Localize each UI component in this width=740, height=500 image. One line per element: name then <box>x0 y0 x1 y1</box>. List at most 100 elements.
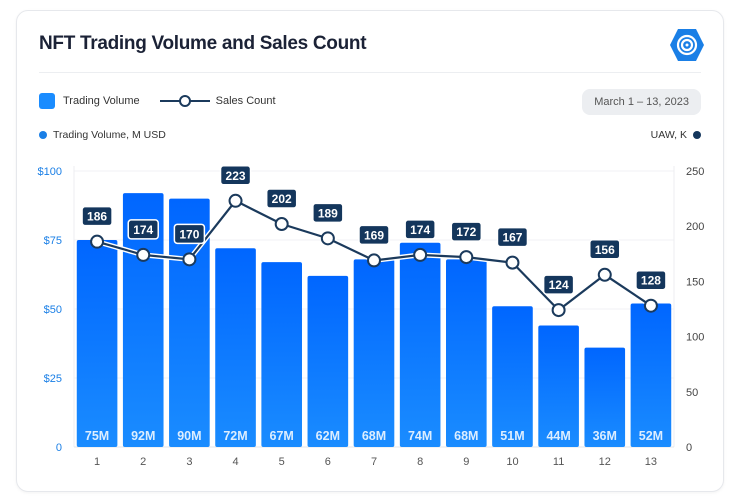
bar-value-label: 51M <box>500 429 524 443</box>
sales-value-label: 128 <box>641 274 661 288</box>
bar <box>492 306 533 447</box>
bar-value-label: 52M <box>639 429 663 443</box>
sales-point <box>182 252 197 267</box>
right-tick-label: 250 <box>686 166 704 178</box>
x-tick-label: 3 <box>186 456 192 468</box>
sales-point <box>367 253 381 268</box>
right-axis-title-text: UAW, K <box>650 129 687 141</box>
sales-point <box>90 234 105 249</box>
sales-point <box>643 298 658 313</box>
sales-label-bg <box>496 226 529 248</box>
legend-line-label: Sales Count <box>215 95 276 107</box>
left-tick-label: 0 <box>56 442 62 454</box>
bar-value-label: 92M <box>131 429 155 443</box>
left-tick-label: $75 <box>44 235 62 247</box>
sales-value-label: 156 <box>595 243 615 257</box>
legend-bar-label: Trading Volume <box>63 95 140 107</box>
sales-label-bg <box>358 224 390 246</box>
x-tick-label: 2 <box>140 456 146 468</box>
sales-point <box>459 250 474 265</box>
sales-value-label: 174 <box>133 223 153 237</box>
sales-label-bg <box>312 202 344 224</box>
sales-label-bg <box>219 165 252 186</box>
x-tick-label: 8 <box>417 456 423 468</box>
sales-value-label: 167 <box>502 231 522 245</box>
sales-value-label: 124 <box>549 278 569 292</box>
divider <box>39 72 701 73</box>
sales-label-bg <box>81 205 113 227</box>
sales-value-label: 170 <box>179 227 199 241</box>
sales-label-bg <box>589 239 621 260</box>
bar <box>215 248 256 447</box>
date-range-button[interactable]: March 1 – 13, 2023 <box>582 89 701 115</box>
left-tick-label: $25 <box>44 373 62 385</box>
bar-value-label: 62M <box>316 429 340 443</box>
sales-value-label: 223 <box>226 169 246 183</box>
right-tick-label: 100 <box>686 332 704 344</box>
legend: Trading Volume Sales Count <box>39 93 276 109</box>
x-tick-label: 11 <box>553 456 564 468</box>
bar <box>538 325 579 447</box>
bar-value-label: 74M <box>408 429 432 443</box>
sales-value-label: 186 <box>87 210 107 224</box>
sales-point <box>320 231 335 246</box>
left-axis-title-text: Trading Volume, M USD <box>53 129 166 141</box>
sales-label-bg <box>635 269 667 291</box>
left-tick-label: $100 <box>38 166 62 178</box>
bar-value-label: 75M <box>85 429 109 443</box>
sales-label-bg <box>127 219 159 240</box>
bar-value-label: 72M <box>223 429 247 443</box>
x-tick-label: 13 <box>645 456 657 468</box>
left-axis-title: Trading Volume, M USD <box>39 129 166 141</box>
sales-value-label: 172 <box>456 225 476 239</box>
bar <box>261 262 302 447</box>
x-tick-label: 9 <box>463 456 469 468</box>
sales-point <box>413 247 428 262</box>
bar <box>76 240 118 447</box>
right-tick-label: 0 <box>686 442 692 454</box>
right-tick-label: 200 <box>686 221 704 233</box>
sales-point <box>274 216 289 231</box>
x-tick-label: 4 <box>232 456 238 468</box>
left-tick-label: $50 <box>44 304 62 316</box>
right-axis-dot <box>693 131 701 139</box>
sales-value-label: 174 <box>410 223 430 237</box>
bar-value-label: 68M <box>362 429 386 443</box>
sales-label-bg <box>450 221 483 242</box>
bar-value-label: 44M <box>546 429 570 443</box>
sales-label-bg <box>404 219 436 240</box>
bar <box>630 303 672 447</box>
left-axis-dot <box>39 131 47 139</box>
sales-value-label: 202 <box>272 192 292 206</box>
sales-point <box>551 303 566 318</box>
bar-value-label: 90M <box>177 429 201 443</box>
sales-label-bg <box>542 274 575 295</box>
x-tick-label: 1 <box>94 456 100 468</box>
right-tick-label: 150 <box>686 276 704 288</box>
sales-label-bg <box>173 223 206 245</box>
sales-value-label: 169 <box>364 228 384 242</box>
bar <box>399 242 441 447</box>
sales-value-label: 189 <box>318 206 338 220</box>
bar <box>353 259 395 447</box>
legend-bar-swatch <box>39 93 55 109</box>
bar <box>446 259 487 447</box>
bar <box>307 275 349 447</box>
sales-point <box>597 267 612 282</box>
sales-point <box>228 193 243 208</box>
sales-point <box>136 247 151 262</box>
x-tick-label: 7 <box>371 456 377 468</box>
sales-label-bg <box>265 188 298 209</box>
right-axis-title: UAW, K <box>651 129 701 141</box>
bar-value-label: 36M <box>593 429 617 443</box>
chart-title: NFT Trading Volume and Sales Count <box>39 33 367 54</box>
dappradar-logo-icon <box>670 29 704 61</box>
legend-line-swatch <box>159 95 210 107</box>
x-tick-label: 10 <box>506 456 518 468</box>
x-tick-label: 5 <box>279 456 285 468</box>
right-tick-label: 50 <box>686 387 698 399</box>
bar-value-label: 67M <box>270 429 294 443</box>
sales-point <box>505 255 520 270</box>
x-tick-label: 12 <box>599 456 611 468</box>
